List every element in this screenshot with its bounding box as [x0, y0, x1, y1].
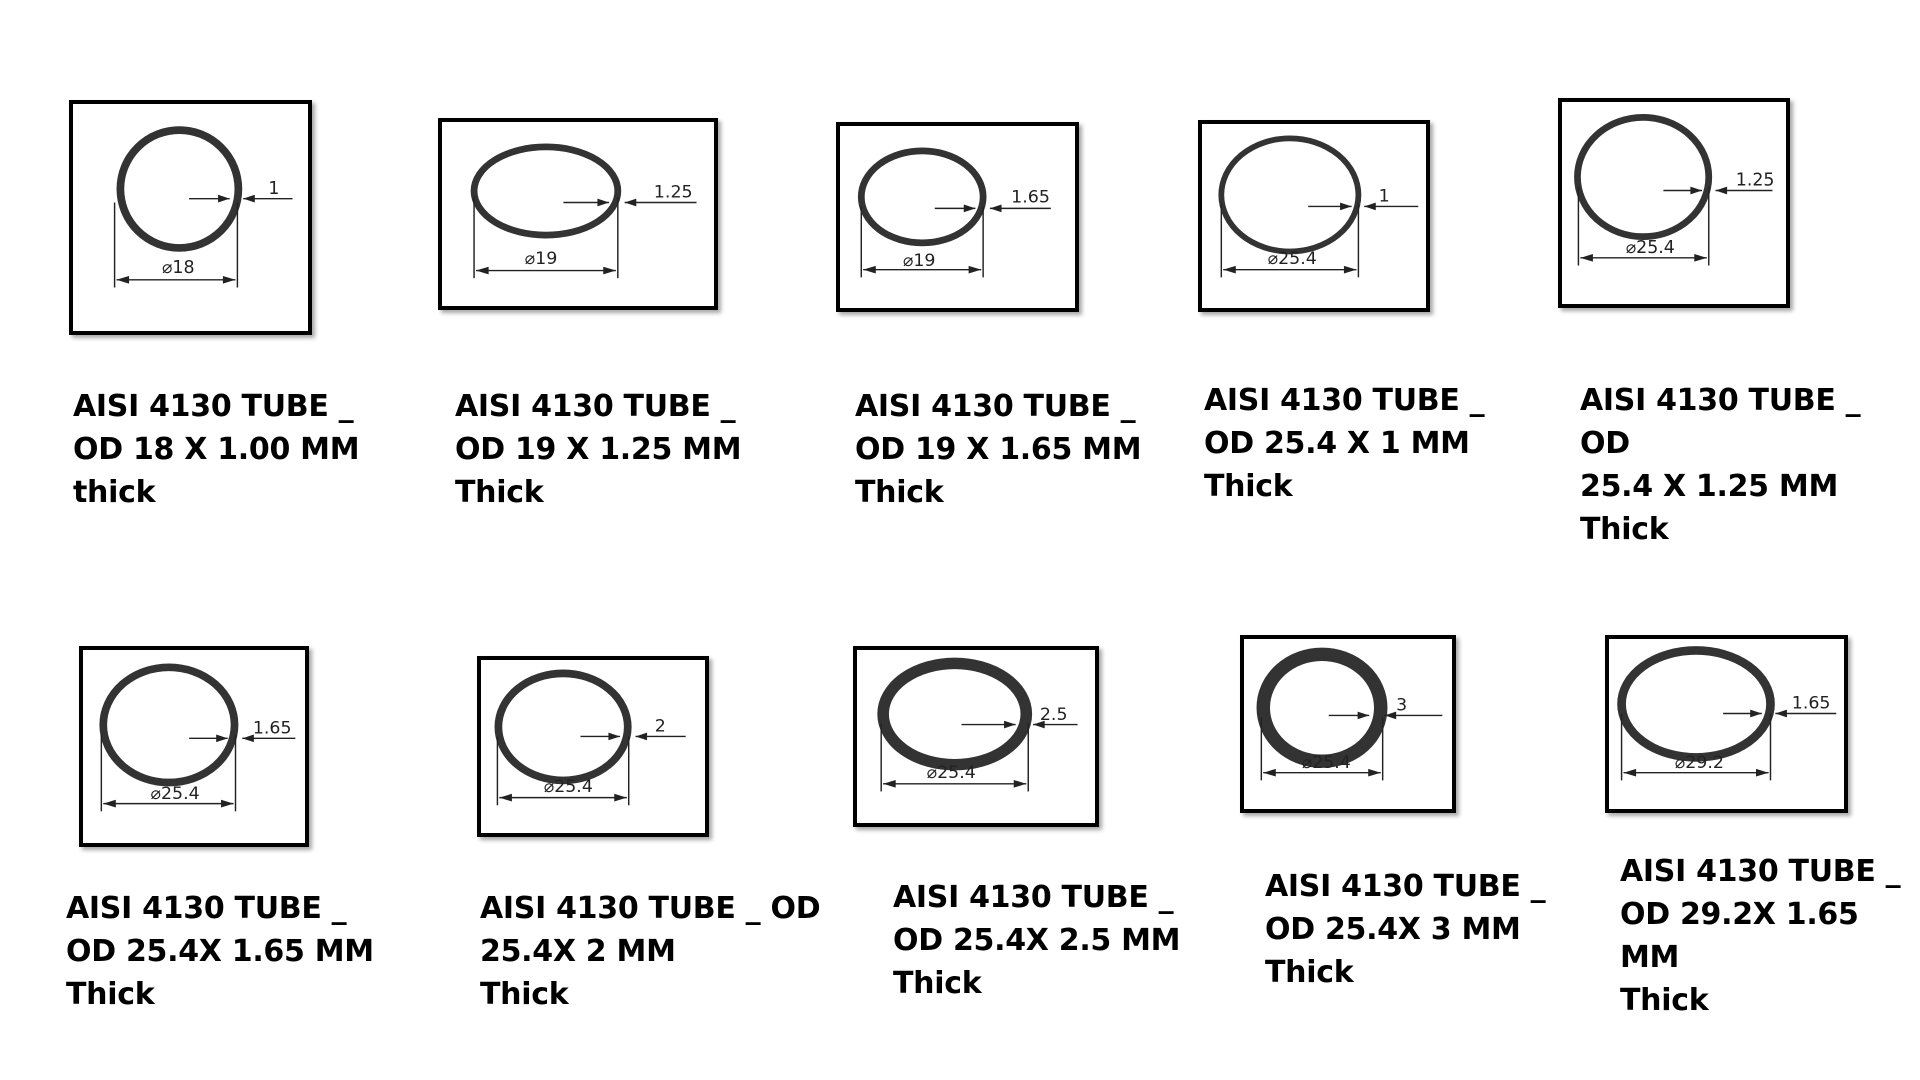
tube-diagram-3: ⌀19 1.65 [836, 122, 1079, 312]
tube-diagram-7: ⌀25.4 2 [477, 656, 709, 837]
tube-cross-section-9: ⌀25.4 3 [1256, 647, 1443, 781]
tube-caption-1: AISI 4130 TUBE _ OD 18 X 1.00 MM thick [73, 389, 360, 510]
wall-thickness-label: 1 [268, 179, 279, 199]
diameter-label: ⌀19 [903, 251, 936, 271]
tube-diagram-10: ⌀29.2 1.65 [1605, 635, 1848, 813]
tube-cross-section-5: ⌀25.4 1.25 [1574, 114, 1775, 266]
tube-cross-section-8: ⌀25.4 2.5 [877, 657, 1078, 792]
tube-caption-4: AISI 4130 TUBE _ OD 25.4 X 1 MM Thick [1204, 383, 1485, 504]
wall-thickness-label: 1.65 [1011, 188, 1050, 208]
tube-diagram-8: ⌀25.4 2.5 [853, 646, 1099, 827]
wall-thickness-label: 2.5 [1040, 705, 1068, 725]
wall-thickness-label: 1.65 [253, 719, 292, 739]
tube-caption-7: AISI 4130 TUBE _ OD 25.4X 2 MM Thick [480, 891, 821, 1012]
tube-caption-2: AISI 4130 TUBE _ OD 19 X 1.25 MM Thick [455, 389, 742, 510]
wall-thickness-label: 1.65 [1792, 694, 1831, 714]
tube-caption-3: AISI 4130 TUBE _ OD 19 X 1.65 MM Thick [855, 389, 1142, 510]
tube-diagram-2: ⌀19 1.25 [438, 118, 718, 310]
tube-diagram-1: ⌀18 1 [69, 100, 312, 335]
diameter-label: ⌀18 [162, 258, 195, 278]
tube-cross-section-3: ⌀19 1.65 [857, 147, 1051, 278]
diameter-label: ⌀25.4 [927, 763, 976, 783]
tube-caption-5: AISI 4130 TUBE _ OD 25.4 X 1.25 MM Thick [1580, 383, 1861, 547]
tube-diagram-9: ⌀25.4 3 [1240, 635, 1456, 813]
tube-caption-9: AISI 4130 TUBE _ OD 25.4X 3 MM Thick [1265, 869, 1546, 990]
diameter-label: ⌀25.4 [1268, 249, 1317, 269]
tube-cross-section-1: ⌀18 1 [113, 126, 293, 288]
wall-thickness-label: 1.25 [1736, 171, 1775, 191]
wall-thickness-label: 1 [1379, 187, 1390, 207]
tube-diagram-5: ⌀25.4 1.25 [1558, 98, 1790, 308]
tube-cross-section-7: ⌀25.4 2 [494, 669, 686, 806]
tube-caption-6: AISI 4130 TUBE _ OD 25.4X 1.65 MM Thick [66, 891, 374, 1012]
diameter-label: ⌀19 [525, 249, 558, 269]
diameter-label: ⌀25.4 [544, 777, 593, 797]
tube-caption-10: AISI 4130 TUBE _ OD 29.2X 1.65 MM Thick [1620, 854, 1901, 1018]
tube-diagram-6: ⌀25.4 1.65 [79, 646, 309, 847]
diameter-label: ⌀25.4 [1302, 753, 1351, 773]
wall-thickness-label: 1.25 [654, 183, 693, 203]
tube-diagram-4: ⌀25.4 1 [1198, 120, 1430, 312]
diameter-label: ⌀25.4 [1626, 238, 1675, 258]
tube-cross-section-10: ⌀29.2 1.65 [1617, 646, 1837, 781]
tube-cross-section-6: ⌀25.4 1.65 [99, 663, 296, 812]
wall-thickness-label: 3 [1396, 696, 1407, 716]
tube-cross-section-2: ⌀19 1.25 [470, 143, 697, 279]
wall-thickness-label: 2 [655, 717, 666, 737]
diameter-label: ⌀29.2 [1675, 753, 1724, 773]
tube-cross-section-4: ⌀25.4 1 [1218, 135, 1419, 278]
tube-caption-8: AISI 4130 TUBE _ OD 25.4X 2.5 MM Thick [893, 880, 1181, 1001]
diameter-label: ⌀25.4 [151, 784, 200, 804]
